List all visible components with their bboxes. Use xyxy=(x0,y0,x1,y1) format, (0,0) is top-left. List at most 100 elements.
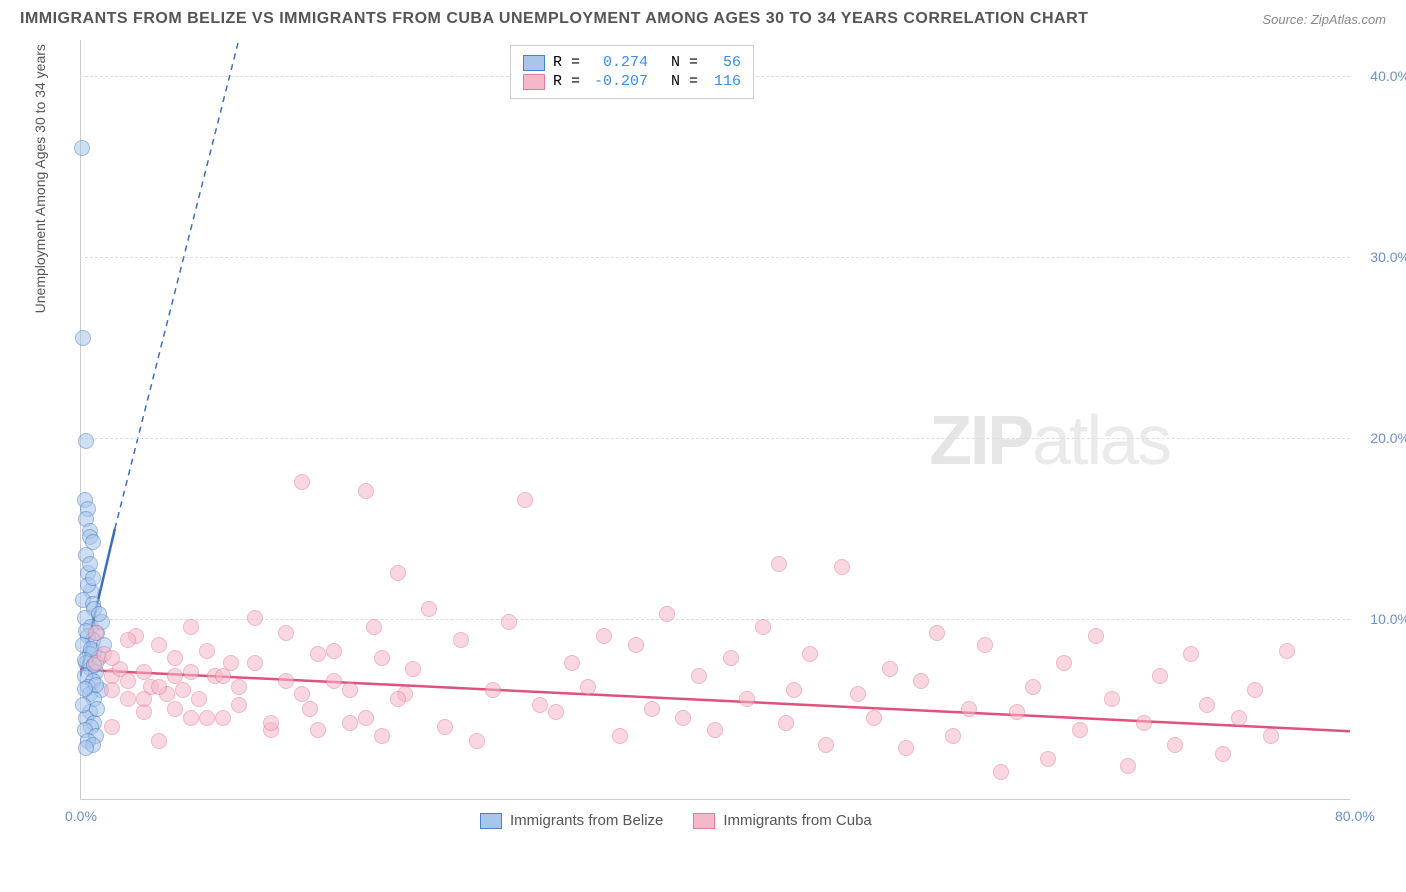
x-tick-label: 80.0% xyxy=(1335,808,1375,824)
scatter-point xyxy=(1136,715,1152,731)
scatter-point xyxy=(405,661,421,677)
scatter-point xyxy=(104,682,120,698)
scatter-point xyxy=(691,668,707,684)
scatter-point xyxy=(778,715,794,731)
scatter-point xyxy=(167,701,183,717)
scatter-point xyxy=(501,614,517,630)
scatter-point xyxy=(580,679,596,695)
series-legend-item: Immigrants from Cuba xyxy=(693,812,871,829)
scatter-point xyxy=(1183,646,1199,662)
series-legend: Immigrants from Belize Immigrants from Cu… xyxy=(480,812,872,829)
scatter-point xyxy=(263,715,279,731)
scatter-point xyxy=(326,643,342,659)
scatter-point xyxy=(390,565,406,581)
scatter-point xyxy=(215,710,231,726)
x-tick-label: 0.0% xyxy=(65,808,97,824)
scatter-point xyxy=(1025,679,1041,695)
scatter-point xyxy=(1120,758,1136,774)
scatter-point xyxy=(961,701,977,717)
scatter-point xyxy=(644,701,660,717)
scatter-point xyxy=(532,697,548,713)
scatter-point xyxy=(913,673,929,689)
chart-header: IMMIGRANTS FROM BELIZE VS IMMIGRANTS FRO… xyxy=(0,0,1406,33)
scatter-point xyxy=(167,668,183,684)
scatter-point xyxy=(596,628,612,644)
scatter-point xyxy=(786,682,802,698)
scatter-point xyxy=(247,655,263,671)
scatter-point xyxy=(548,704,564,720)
scatter-point xyxy=(1040,751,1056,767)
scatter-point xyxy=(1215,746,1231,762)
scatter-point xyxy=(1247,682,1263,698)
scatter-point xyxy=(120,632,136,648)
scatter-point xyxy=(199,643,215,659)
scatter-point xyxy=(628,637,644,653)
y-axis-label: Unemployment Among Ages 30 to 34 years xyxy=(32,44,48,313)
scatter-point xyxy=(818,737,834,753)
y-tick-label: 30.0% xyxy=(1370,249,1406,265)
scatter-point xyxy=(485,682,501,698)
scatter-point xyxy=(739,691,755,707)
scatter-point xyxy=(366,619,382,635)
legend-n-value: 56 xyxy=(706,54,741,71)
scatter-point xyxy=(215,668,231,684)
scatter-point xyxy=(151,679,167,695)
scatter-point xyxy=(1167,737,1183,753)
scatter-point xyxy=(294,474,310,490)
scatter-point xyxy=(75,330,91,346)
legend-n-label: N = xyxy=(671,54,698,71)
scatter-point xyxy=(91,606,107,622)
legend-row: R =-0.207N =116 xyxy=(523,73,741,90)
legend-n-label: N = xyxy=(671,73,698,90)
scatter-point xyxy=(453,632,469,648)
scatter-point xyxy=(882,661,898,677)
watermark-thin: atlas xyxy=(1032,401,1170,479)
scatter-point xyxy=(120,673,136,689)
y-tick-label: 40.0% xyxy=(1370,68,1406,84)
legend-row: R =0.274N =56 xyxy=(523,54,741,71)
chart-title: IMMIGRANTS FROM BELIZE VS IMMIGRANTS FRO… xyxy=(20,10,1088,28)
scatter-point xyxy=(1009,704,1025,720)
scatter-point xyxy=(1088,628,1104,644)
scatter-point xyxy=(358,710,374,726)
series-legend-item: Immigrants from Belize xyxy=(480,812,663,829)
gridline xyxy=(80,619,1350,620)
scatter-point xyxy=(898,740,914,756)
y-tick-label: 20.0% xyxy=(1370,430,1406,446)
scatter-point xyxy=(183,664,199,680)
scatter-point xyxy=(278,625,294,641)
scatter-point xyxy=(82,556,98,572)
series-name: Immigrants from Cuba xyxy=(723,812,871,829)
legend-r-label: R = xyxy=(553,54,580,71)
scatter-point xyxy=(802,646,818,662)
scatter-point xyxy=(342,682,358,698)
series-name: Immigrants from Belize xyxy=(510,812,663,829)
scatter-point xyxy=(834,559,850,575)
scatter-point xyxy=(199,710,215,726)
legend-swatch xyxy=(523,74,545,90)
gridline xyxy=(80,257,1350,258)
scatter-point xyxy=(89,701,105,717)
watermark-bold: ZIP xyxy=(929,401,1032,479)
chart-area: Unemployment Among Ages 30 to 34 years Z… xyxy=(50,40,1390,830)
scatter-point xyxy=(120,691,136,707)
scatter-point xyxy=(1104,691,1120,707)
scatter-point xyxy=(771,556,787,572)
scatter-point xyxy=(85,570,101,586)
source-attribution: Source: ZipAtlas.com xyxy=(1262,12,1386,27)
scatter-point xyxy=(88,625,104,641)
scatter-point xyxy=(675,710,691,726)
scatter-point xyxy=(183,619,199,635)
scatter-point xyxy=(1263,728,1279,744)
scatter-point xyxy=(1056,655,1072,671)
y-tick-label: 10.0% xyxy=(1370,611,1406,627)
scatter-point xyxy=(517,492,533,508)
scatter-point xyxy=(104,719,120,735)
scatter-point xyxy=(78,433,94,449)
scatter-point xyxy=(866,710,882,726)
scatter-point xyxy=(993,764,1009,780)
scatter-point xyxy=(977,637,993,653)
scatter-point xyxy=(294,686,310,702)
scatter-point xyxy=(183,710,199,726)
scatter-point xyxy=(74,140,90,156)
